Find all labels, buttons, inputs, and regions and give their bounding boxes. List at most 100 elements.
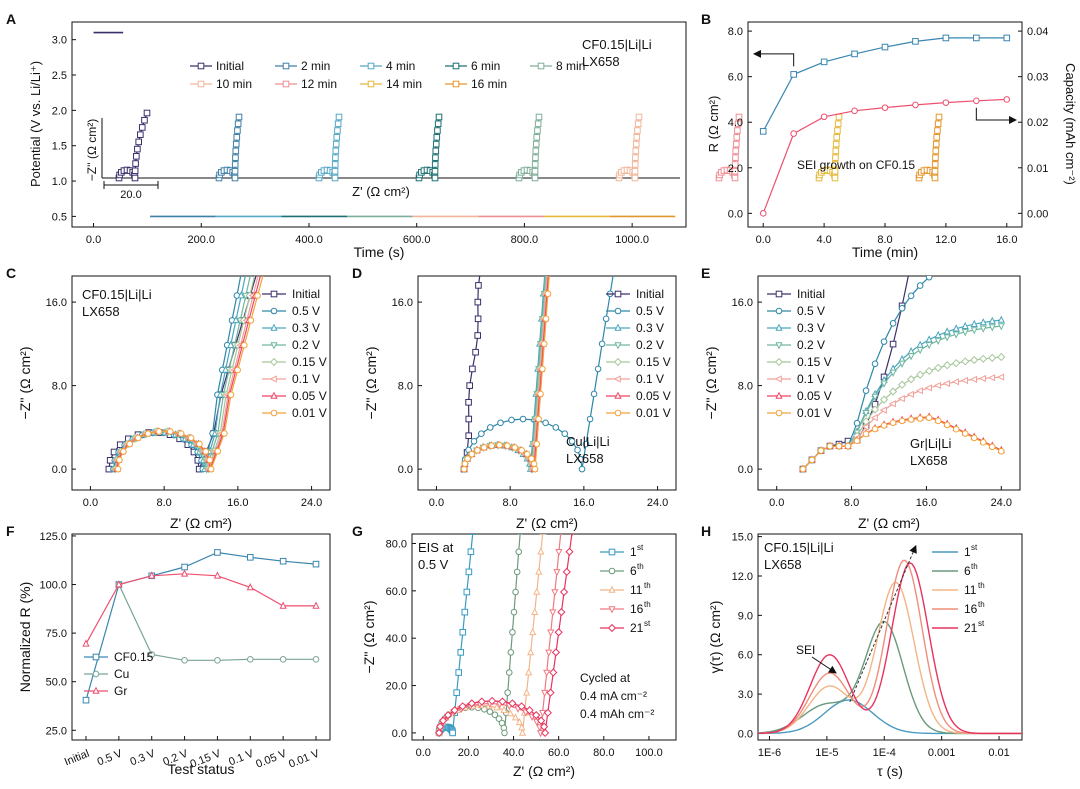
curve-0-01-v-point [196,440,203,448]
legend-item-6-min: 6 min [445,59,500,73]
curve-0-01-v-point [114,465,122,473]
series-gr-point [148,571,156,579]
legend-label: Gr [114,684,127,698]
curve-6th-point [510,608,518,616]
legend-item-gr: Gr [84,684,127,698]
curve-0-5-v-point [574,446,581,454]
legend-label: 0.5 V [636,304,664,318]
series-capacity-point [790,130,797,137]
series-capacity-point [942,99,950,106]
y-tick-right-label: 0.04 [1027,26,1048,38]
curve-0-3-v-point [237,291,245,299]
frame [71,275,331,491]
inset-nyquist-14-min-point [832,140,840,148]
inset-nyquist-6-min-point [431,167,439,175]
y-axis-label: γ(τ) (Ω cm²) [707,601,723,674]
curve-21st-point [443,711,453,720]
x-tick-label: 8.0 [502,497,517,509]
curve-0-3-v-point [542,265,548,271]
curve-0-05-v-point [546,265,552,271]
legend-marker [774,357,784,367]
panel-b-x-label: Time (min) [852,244,918,260]
legend-label: 6 min [471,59,500,73]
y-tick-label: 80.0 [386,538,407,550]
y-axis-label: −Z'' (Ω cm²) [363,347,379,420]
panel-g-chart: 0.020.040.060.080.00.0 20.0 40.0 60.0 80.0 10… [361,533,677,779]
x-tick-label: 80.0 [593,747,614,759]
legend-label: 0.05 V [292,389,327,403]
curve-21st-point [549,668,558,677]
legend-label: 0.3 V [636,321,664,335]
inset-nyquist-6-min-point [432,154,439,161]
curve-0-01-v-point [461,460,469,468]
y-tick-left-label: 6.0 [728,72,743,84]
inset-nyquist-12-min-point [731,161,739,168]
inset-nyquist-16-min-point [932,154,939,161]
panel-a-y-label: Potential (V vs. Li/Li⁺) [28,61,43,187]
inset-nyquist-16-min-point [931,161,939,168]
legend-marker [608,567,616,575]
curve-0-01-v-point [166,428,174,435]
curve-0-1-v-point [924,384,932,392]
legend-marker [270,290,278,298]
curve-0-3-v-point [907,347,915,355]
curve-0-5-v-point [519,415,527,423]
x-tick-label: 1E-6 [758,747,781,759]
y-tick-label: 3.0 [738,689,753,701]
curve-initial-point [474,298,482,306]
curve-0-01-v-point [474,447,481,454]
inset-nyquist-10-min [615,113,643,182]
legend-item-2-min: 2 min [275,59,330,73]
curve-0-2-v-point [249,268,255,274]
curve-6th-point [505,669,513,676]
curve-11th-point [518,728,527,736]
curve-21st-point [532,711,541,720]
panel-d-chart: 0.0 8.0 16.0 0.0 8.0 16.0 24.0 Z' (Ω cm²) −Z'' (… [363,265,677,531]
curve-initial-point [474,315,482,323]
curve-0-2-v-point [898,360,906,368]
curve-21st-point [508,699,517,708]
legend-label: Initial [797,287,825,301]
y-tick-left-label: 0.0 [728,208,743,220]
curve-0-5-v-point [542,419,549,427]
curve-0-01-v-point [961,430,969,437]
curve-0-01-v-point [539,365,546,373]
series-cf0-15-point [279,557,287,565]
legend-label: 0.1 V [636,372,664,386]
legend-item-0-1-v: 0.1 V [262,372,320,386]
x-tick-label: 200.0 [187,234,215,246]
curve-6th-point [491,711,499,719]
inset-nyquist-12-min-point [731,167,739,175]
curve-6th [435,534,523,737]
curve-0-15-v-point [988,353,997,362]
curve-0-5-v-point [611,266,617,272]
inset-nyquist-6-min-point [434,127,441,134]
annotation-line1: CF0.15|Li|Li [82,287,152,302]
curve-initial-point [255,268,261,274]
series-capacity-point [973,97,980,105]
annotation-line1: Gr|Li|Li [910,436,952,451]
x-tick-label: 0.05 V [254,747,289,770]
series-capacity-point [820,113,828,121]
curve-0-5-v-point [594,365,602,373]
y-tick-label: 100.0 [39,580,67,592]
series-r-line [762,37,1007,132]
legend-marker [269,375,277,383]
series-cf0-15-point [181,563,188,571]
panel-a-frame [71,21,687,228]
inset-nyquist-initial-point [137,131,144,138]
curve-0-5-v-point [971,250,977,256]
curve-0-5-v-point [478,430,485,437]
curve-0-01-v-point [544,290,552,298]
inset-nyquist-4-min-point [332,140,340,148]
inset-nyquist-16-min [915,113,943,182]
panel-e-chart: 0.0 8.0 16.0 0.0 8.0 16.0 24.0 Z' (Ω cm²) −Z'' (… [703,250,1021,531]
panel-b-x-axis: 0.0 4.0 8.0 12.0 16.0 [756,223,1017,246]
inset-nyquist-2-min [215,113,243,182]
panel-letter-a: A [6,11,16,27]
curve-21st-point [536,716,546,725]
inset-nyquist-2-min-point [234,120,242,128]
inset-nyquist-12-min [715,113,743,182]
x-tick-label: 0.01 V [287,747,322,770]
